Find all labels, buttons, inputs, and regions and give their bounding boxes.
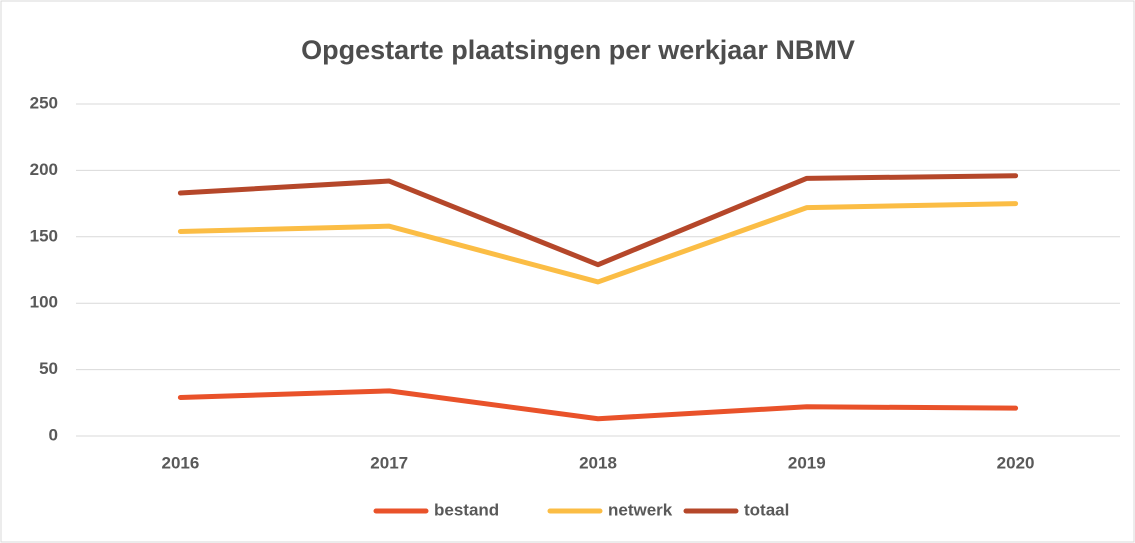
x-tick-label: 2017 <box>370 453 408 472</box>
y-tick-label: 200 <box>30 160 58 179</box>
y-tick-label: 250 <box>30 93 58 112</box>
series-line <box>177 388 1019 422</box>
legend-label: bestand <box>434 500 499 519</box>
legend-label: totaal <box>744 500 789 519</box>
y-tick-label: 150 <box>30 226 58 245</box>
y-tick-label: 50 <box>39 359 58 378</box>
series-line <box>177 173 1019 268</box>
series-line <box>177 201 1019 285</box>
x-tick-label: 2020 <box>997 453 1035 472</box>
y-tick-label: 0 <box>49 425 58 444</box>
x-tick-label: 2018 <box>579 453 617 472</box>
chart-title: Opgestarte plaatsingen per werkjaar NBMV <box>301 35 855 65</box>
legend-label: netwerk <box>608 500 673 519</box>
x-tick-label: 2016 <box>161 453 199 472</box>
y-tick-label: 100 <box>30 293 58 312</box>
x-tick-label: 2019 <box>788 453 826 472</box>
